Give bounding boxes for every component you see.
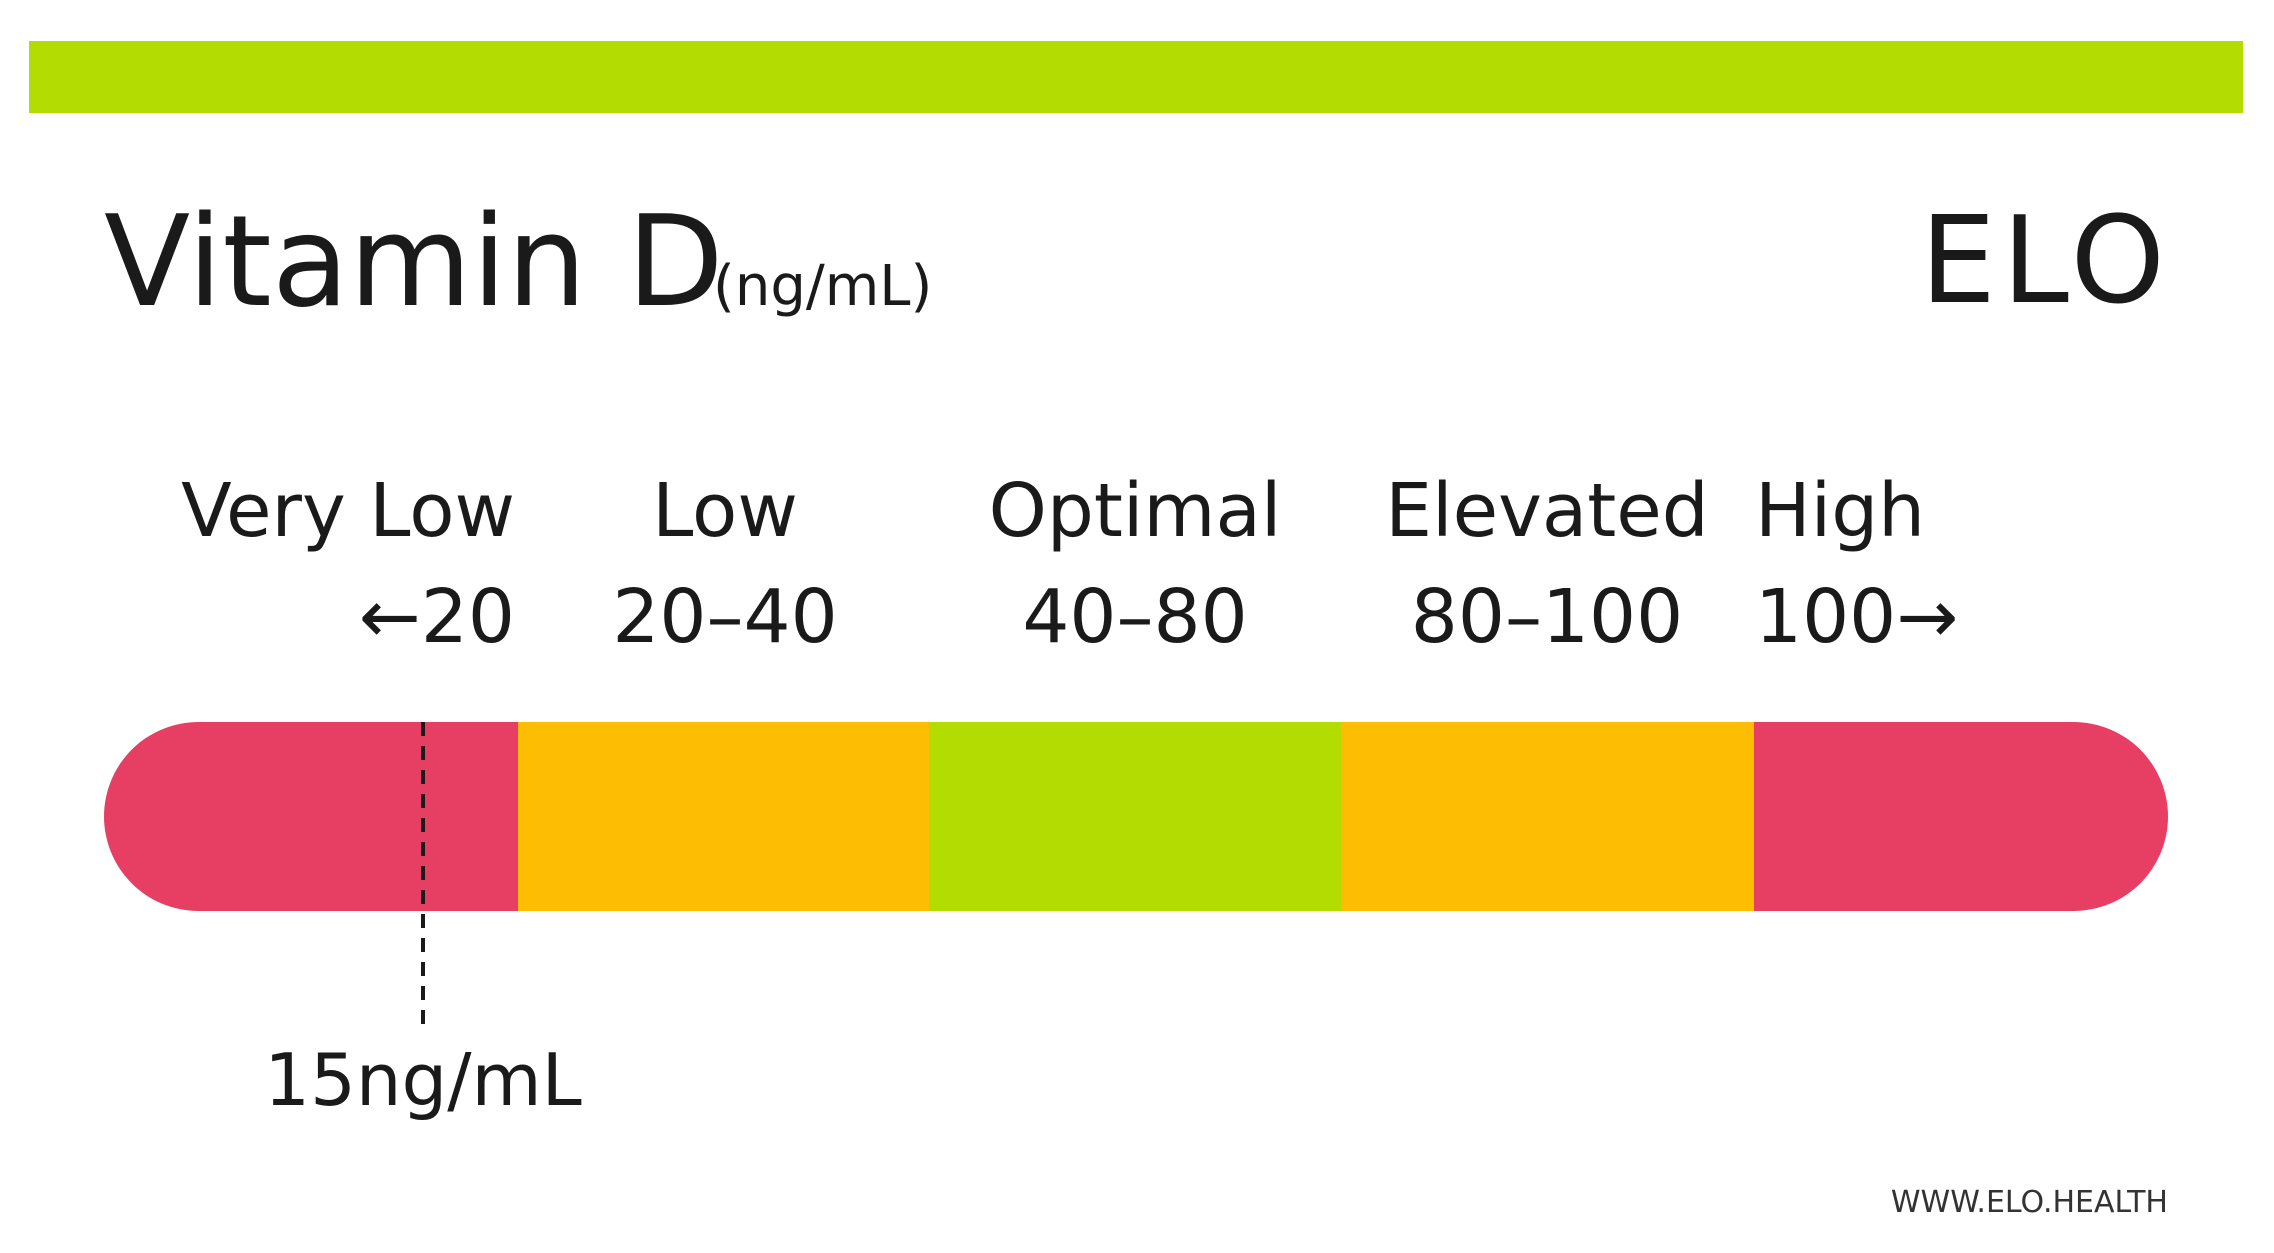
title: Vitamin D: [104, 188, 724, 335]
range-label: Low: [652, 468, 798, 554]
range-value: 100→: [1755, 574, 1958, 660]
segment-very-low: [104, 722, 518, 911]
range-label: High: [1755, 468, 1925, 554]
range-label: Optimal: [989, 468, 1282, 554]
top-band: [29, 41, 2243, 113]
unit: (ng/mL): [713, 254, 932, 319]
segment-elevated: [1341, 722, 1755, 911]
marker-label: 15ng/mL: [264, 1038, 581, 1122]
range-label: Elevated: [1385, 468, 1709, 554]
range-value: ←20: [359, 574, 515, 660]
segment-high: [1754, 722, 2168, 911]
range-label: Very Low: [181, 468, 515, 554]
range-value: 80–100: [1411, 574, 1683, 660]
logo: ELO: [1920, 192, 2171, 331]
range-value: 40–80: [1022, 574, 1247, 660]
footer-url: WWW.ELO.HEALTH: [1891, 1185, 2168, 1220]
segment-optimal: [929, 722, 1342, 911]
segment-low: [518, 722, 930, 911]
range-bar: [104, 722, 2168, 911]
range-value: 20–40: [612, 574, 837, 660]
